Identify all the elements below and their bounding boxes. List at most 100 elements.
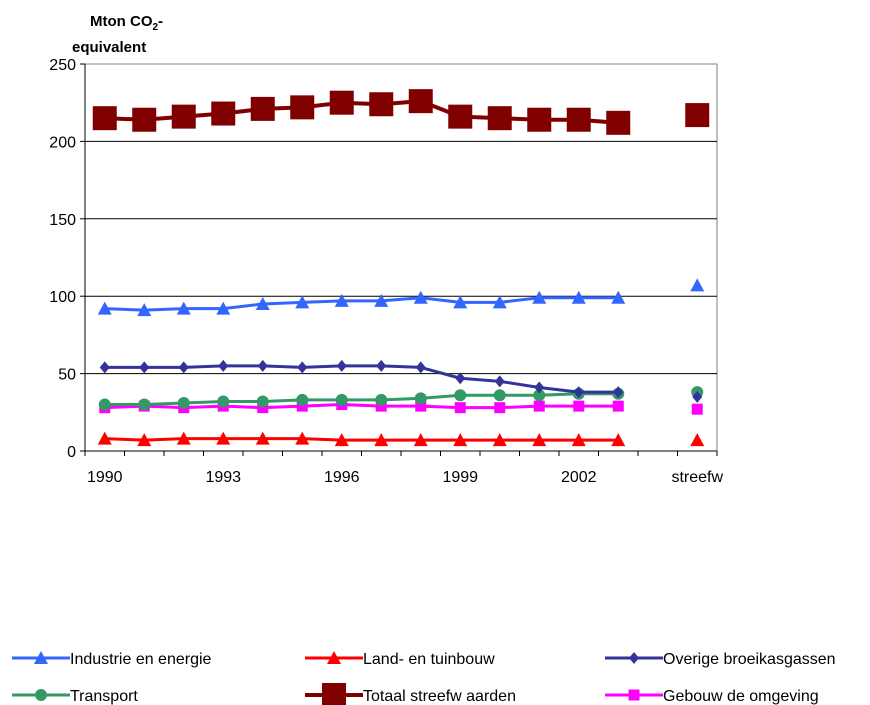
data-point bbox=[296, 400, 308, 412]
data-point bbox=[97, 301, 112, 315]
legend-label: Totaal streefw aarden bbox=[363, 688, 516, 705]
data-point bbox=[171, 104, 196, 129]
data-point bbox=[573, 386, 584, 399]
data-point bbox=[611, 433, 626, 447]
data-point bbox=[454, 402, 466, 414]
data-point bbox=[532, 290, 547, 304]
data-point bbox=[455, 372, 466, 385]
data-point bbox=[297, 361, 308, 374]
legend-marker bbox=[629, 652, 639, 664]
data-point bbox=[255, 296, 270, 310]
legend-item: Overige broeikasgassen bbox=[605, 651, 836, 668]
data-point bbox=[257, 359, 268, 372]
data-point bbox=[690, 433, 705, 447]
data-point bbox=[415, 400, 427, 412]
data-point bbox=[413, 290, 428, 304]
data-point bbox=[454, 389, 467, 402]
series-land-en-tuinbouw bbox=[97, 431, 705, 447]
data-point bbox=[295, 295, 310, 309]
data-point bbox=[692, 390, 703, 403]
legend-label: Transport bbox=[70, 688, 138, 705]
data-point bbox=[336, 359, 347, 372]
data-point bbox=[448, 104, 473, 129]
data-point bbox=[98, 398, 111, 411]
data-point bbox=[290, 95, 315, 120]
legend-marker bbox=[628, 689, 640, 701]
data-point bbox=[216, 431, 231, 445]
legend-item: Industrie en energie bbox=[12, 651, 212, 668]
series-line bbox=[104, 437, 619, 442]
legend-item: Totaal streefw aarden bbox=[305, 683, 516, 705]
x-tick-label: 1999 bbox=[442, 469, 478, 486]
data-point bbox=[334, 433, 349, 447]
data-point bbox=[613, 386, 624, 399]
y-tick-label: 200 bbox=[49, 134, 76, 151]
x-tick-label: 2002 bbox=[561, 469, 597, 486]
data-point bbox=[139, 361, 150, 374]
data-point bbox=[533, 389, 546, 402]
data-point bbox=[532, 433, 547, 447]
y-tick-label: 0 bbox=[67, 444, 76, 461]
data-point bbox=[137, 303, 152, 317]
data-point bbox=[216, 301, 231, 315]
data-point bbox=[573, 400, 585, 412]
data-point bbox=[250, 96, 275, 121]
data-point bbox=[211, 101, 236, 126]
data-point bbox=[533, 400, 545, 412]
data-point bbox=[374, 293, 389, 307]
svg-text:Mton CO2-: Mton CO2- bbox=[90, 13, 163, 33]
data-point bbox=[534, 381, 545, 394]
data-point bbox=[492, 295, 507, 309]
data-point bbox=[92, 106, 117, 131]
y-axis-title-line2: equivalent bbox=[72, 39, 146, 56]
series-totaal-streefw-aarden bbox=[92, 89, 710, 135]
y-axis-title-subscript: 2 bbox=[152, 22, 158, 33]
data-point bbox=[611, 290, 626, 304]
data-point bbox=[487, 106, 512, 131]
data-point bbox=[176, 431, 191, 445]
data-point bbox=[571, 290, 586, 304]
series-overige-broeikasgassen bbox=[99, 359, 703, 403]
data-point bbox=[218, 359, 229, 372]
data-point bbox=[691, 403, 703, 415]
data-point bbox=[492, 433, 507, 447]
data-point bbox=[99, 361, 110, 374]
y-tick-label: 50 bbox=[58, 367, 76, 384]
data-point bbox=[257, 402, 269, 414]
data-point bbox=[256, 395, 269, 408]
legend-label: Industrie en energie bbox=[70, 651, 212, 668]
legend-marker bbox=[34, 651, 48, 664]
data-point bbox=[375, 393, 388, 406]
legend-label: Gebouw de omgeving bbox=[663, 688, 819, 705]
data-point bbox=[97, 431, 112, 445]
series-line bbox=[104, 392, 619, 407]
data-point bbox=[376, 359, 387, 372]
data-point bbox=[494, 402, 506, 414]
data-point bbox=[494, 375, 505, 388]
legend-label: Land- en tuinbouw bbox=[363, 651, 495, 668]
data-point bbox=[137, 433, 152, 447]
data-point bbox=[177, 397, 190, 410]
legend-item: Transport bbox=[12, 688, 138, 705]
data-point bbox=[690, 278, 705, 292]
data-point bbox=[566, 107, 591, 132]
y-tick-label: 100 bbox=[49, 289, 76, 306]
data-point bbox=[132, 107, 157, 132]
data-point bbox=[606, 110, 631, 135]
data-point bbox=[408, 89, 433, 114]
data-point bbox=[527, 107, 552, 132]
legend-item: Land- en tuinbouw bbox=[305, 651, 495, 668]
data-point bbox=[296, 393, 309, 406]
series-gebouw-de-omgeving bbox=[99, 399, 703, 415]
data-point bbox=[334, 293, 349, 307]
data-point bbox=[414, 392, 427, 405]
data-point bbox=[329, 90, 354, 115]
data-point bbox=[295, 431, 310, 445]
legend-marker bbox=[35, 689, 47, 701]
legend-marker bbox=[322, 683, 346, 705]
data-point bbox=[493, 389, 506, 402]
series-industrie-en-energie bbox=[97, 278, 705, 317]
legend-label: Overige broeikasgassen bbox=[663, 651, 836, 668]
